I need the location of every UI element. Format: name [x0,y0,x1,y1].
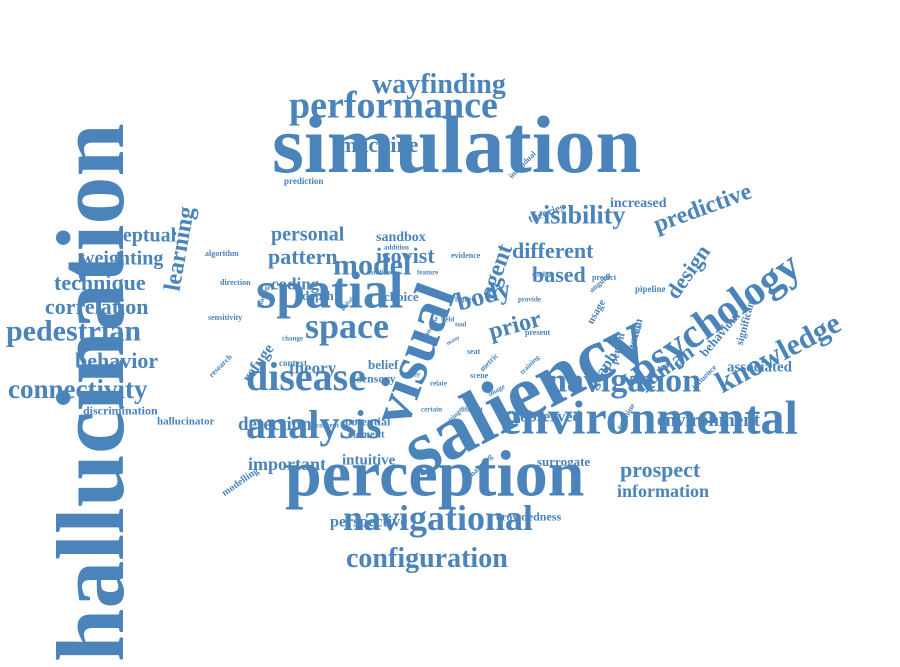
word-seat: seat [467,346,481,356]
word-pattern: pattern [268,243,338,269]
word-hallucinator: hallucinator [157,415,215,428]
word-isovist: isovist [376,242,435,268]
word-higher: higher [455,295,475,304]
word-navigation: navigation [548,362,702,400]
word-learning: learning [159,204,201,294]
word-perspective: perspective [330,513,408,531]
word-performance: performance [289,84,498,127]
word-increased: increased [610,196,667,212]
word-element: element [348,428,385,441]
word-detection: detection [238,414,312,436]
word-observed: observed [520,408,582,426]
word-concept: concept [316,421,339,430]
word-machine: machine [339,131,419,157]
word-environmental: environmental [500,391,798,445]
word-based: based [532,261,586,287]
word-important: important [248,453,326,474]
word-studies: studies [532,270,553,279]
word-configuration: configuration [346,543,508,575]
word-coding: coding [271,274,320,294]
word-weighting: weighting [80,247,164,270]
word-behavior: behavior [75,347,159,373]
word-prospect: prospect [620,456,701,482]
word-field: field [441,315,455,324]
word-simulation: simulation [272,99,642,191]
word-difficult: difficult [459,405,483,414]
word-evidence: evidence [451,250,481,260]
word-choice: choice [384,288,419,304]
word-relate: relate [430,379,447,388]
word-sensitivity: sensitivity [208,312,243,322]
word-change: change [282,334,303,343]
word-prediction: prediction [284,175,324,186]
word-belief: belief [368,356,399,372]
word-disease: disease [246,353,366,399]
word-context: context [279,357,307,368]
word-pipeline: pipeline [635,283,666,294]
word-potential: potential [345,414,391,429]
word-conceptual: conceptual [84,224,177,247]
word-present: present [525,327,551,337]
word-space: space [305,305,389,346]
word-predict: predict [592,272,617,282]
word-sensory: sensory [357,371,396,386]
word-direction: direction [220,277,251,287]
word-crowdedness: crowdedness [496,509,562,524]
word-connectivity: connectivity [8,373,148,404]
word-algorithm: algorithm [205,248,239,258]
word-information: information [617,480,709,501]
word-tool: tool [455,320,467,329]
word-addition: addition [384,243,409,252]
word-sandbox: sandbox [376,230,426,246]
word-surrogate: surrogate [537,453,591,469]
word-different: different [512,237,594,263]
word-feature: feature [417,268,439,277]
word-visibility: visibility [530,200,626,230]
word-associated: associated [727,359,792,376]
word-modelling: modelling [219,465,261,499]
word-personal: personal [271,223,345,246]
word-discrimination: discrimination [83,403,158,418]
word-wayfinding: wayfinding [372,69,506,101]
word-navigational: navigational [343,497,534,538]
word-depth: depth [302,287,334,303]
word-certain: certain [421,405,442,414]
word-scene: scene [470,370,489,380]
word-environment: environment [657,410,761,432]
word-theory: theory [289,358,337,378]
word-technique: technique [54,269,146,295]
word-study: study [404,370,421,379]
word-correlation: correlation [45,293,149,319]
word-perception: perception [285,437,585,511]
word-design: design [660,239,716,304]
word-pedestrian: pedestrian [6,314,141,348]
word-intuitive: intuitive [342,452,396,469]
word-research: research [206,352,234,380]
word-provide: provide [518,295,541,304]
word-analysis: analysis [246,401,382,447]
word-condition: condition [367,268,396,277]
word-spatial: spatial [256,262,404,320]
word-model: model [333,248,412,282]
